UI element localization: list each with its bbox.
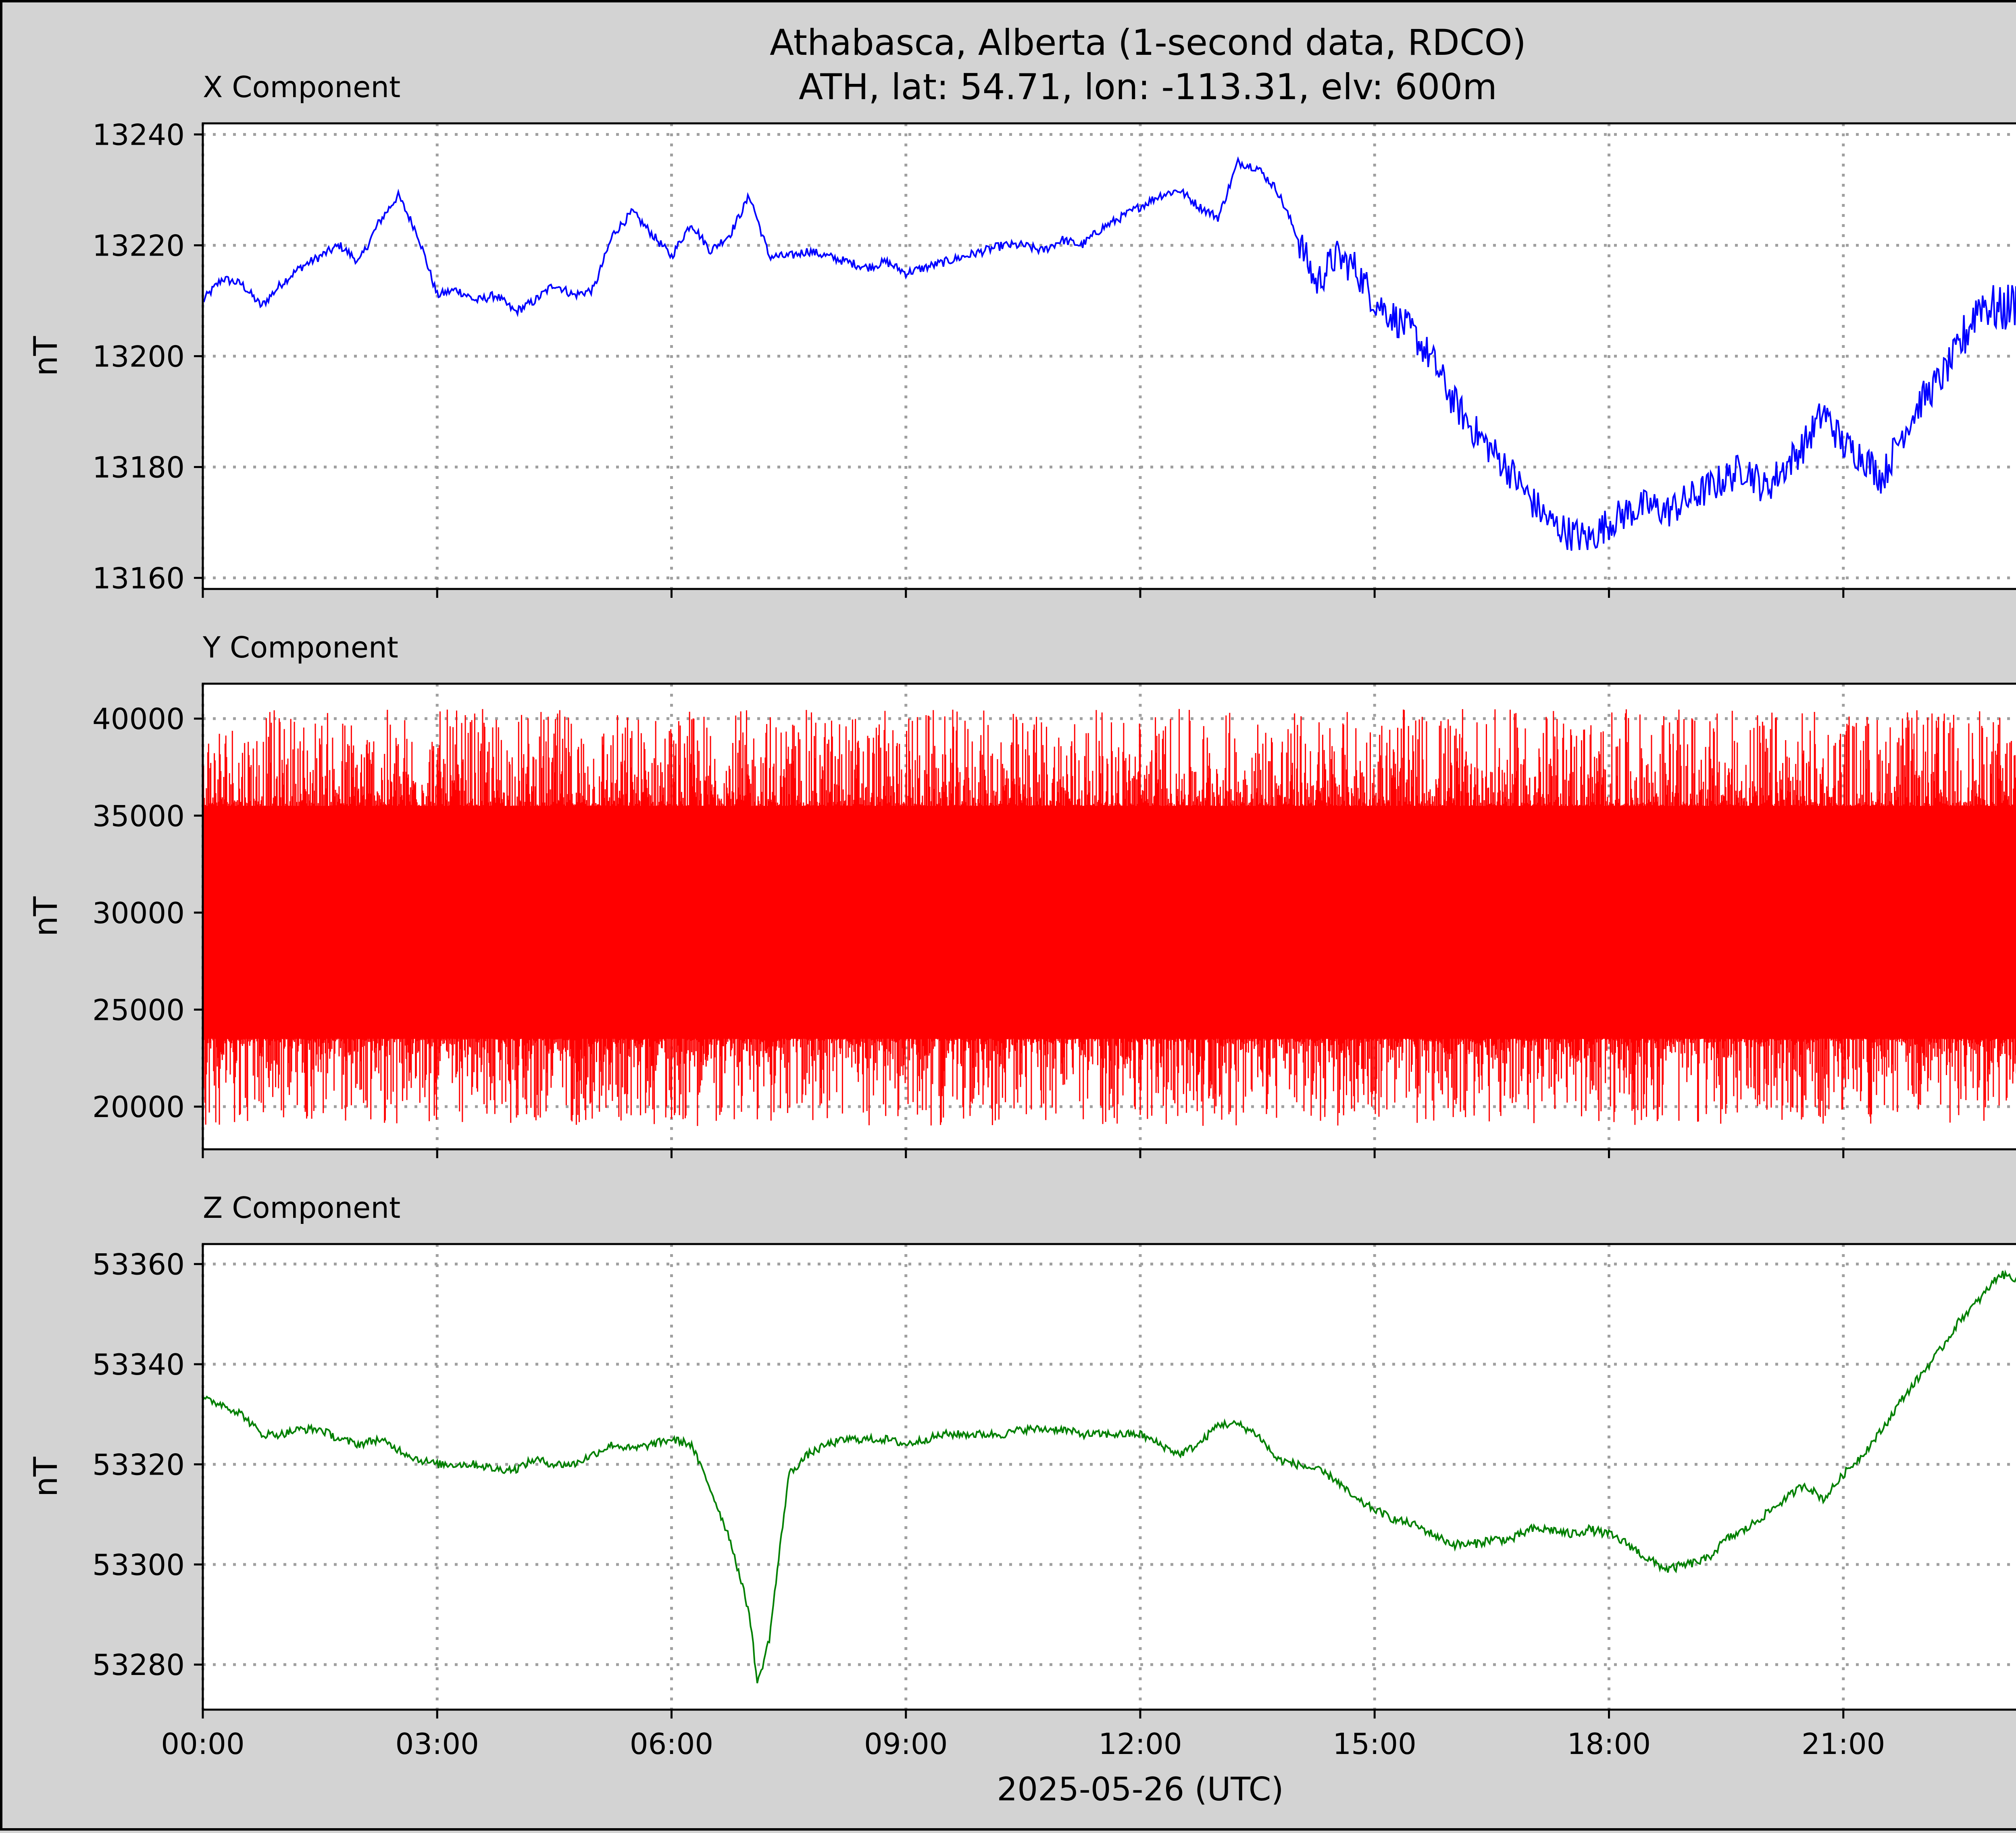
y-tick-label: 53360 — [92, 1248, 185, 1282]
x-tick-label: 00:00 — [161, 1727, 245, 1761]
y-tick-label: 53300 — [92, 1548, 185, 1582]
y-axis-label: nT — [27, 336, 65, 377]
y-tick-label: 53340 — [92, 1348, 185, 1382]
y-tick-label: 40000 — [92, 702, 185, 736]
x-tick-label: 15:00 — [1333, 1727, 1417, 1761]
y-tick-label: 13160 — [92, 562, 185, 595]
x-tick-label: 09:00 — [864, 1727, 948, 1761]
series-group — [203, 1269, 2016, 1683]
y-tick-label: 20000 — [92, 1090, 185, 1124]
x-tick-label: 06:00 — [630, 1727, 714, 1761]
y-tick-label: 13220 — [92, 229, 185, 263]
series-group — [203, 156, 2016, 551]
panel-3: 53280 53300 53320 53340 53360 Z Component nT 00… — [27, 1191, 2016, 1808]
y-tick-label: 13180 — [92, 451, 185, 485]
plot-area — [202, 122, 2016, 590]
y-tick-label: 13240 — [92, 118, 185, 152]
panel-title: Z Component — [203, 1191, 400, 1225]
y-tick-label: 13200 — [92, 340, 185, 374]
x-tick-label: 12:00 — [1098, 1727, 1182, 1761]
x-tick-label: 21:00 — [1801, 1727, 1885, 1761]
panel-title: Y Component — [202, 630, 398, 664]
panel-2: 20000 25000 30000 35000 40000 Y Component nT — [27, 630, 2016, 1158]
data-line — [203, 156, 2016, 551]
y-tick-label: 53280 — [92, 1648, 185, 1682]
series-group — [203, 709, 2016, 1126]
panel-title: X Component — [203, 70, 400, 104]
y-tick-label: 30000 — [92, 896, 185, 930]
y-tick-label: 25000 — [92, 993, 185, 1027]
x-axis-label: 2025-05-26 (UTC) — [997, 1771, 1283, 1808]
y-axis-label: nT — [27, 896, 65, 937]
figure-title-line1: Athabasca, Alberta (1-second data, RDCO) — [770, 22, 1526, 63]
x-tick-label: 03:00 — [396, 1727, 479, 1761]
x-tick-label: 18:00 — [1567, 1727, 1651, 1761]
panel-1: 13160 13180 13200 13220 13240 X Component nT — [27, 70, 2016, 598]
plot-area — [202, 1243, 2016, 1711]
y-tick-label: 53320 — [92, 1448, 185, 1481]
figure-title-line2: ATH, lat: 54.71, lon: -113.31, elv: 600m — [799, 66, 1497, 108]
y-tick-label: 35000 — [92, 799, 185, 833]
data-line — [203, 1269, 2016, 1683]
y-axis-label: nT — [27, 1456, 65, 1497]
data-line — [203, 709, 2016, 1126]
